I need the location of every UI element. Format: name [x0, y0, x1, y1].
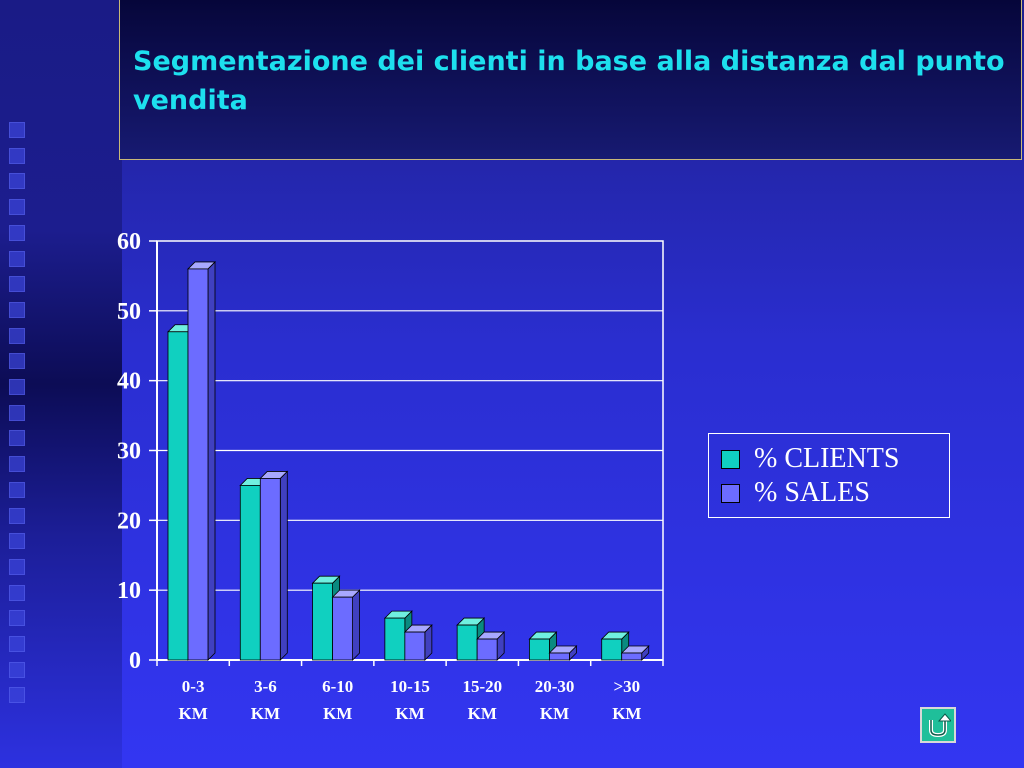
- bar-clients: [312, 582, 333, 661]
- x-category-unit: KM: [468, 704, 497, 723]
- bar-side-sales: [352, 589, 360, 661]
- decorative-square: [9, 456, 25, 473]
- decorative-square: [9, 610, 25, 627]
- decorative-square: [9, 481, 25, 498]
- decorative-square: [9, 404, 25, 421]
- x-category-label: 6-10: [322, 677, 353, 696]
- bar-sales: [332, 596, 353, 661]
- x-category-label: 15-20: [462, 677, 502, 696]
- decorative-square: [9, 301, 25, 318]
- y-tick-label: 30: [117, 439, 141, 465]
- bar-sales: [549, 652, 570, 661]
- bar-sales: [404, 631, 426, 661]
- bar-sales: [259, 478, 281, 661]
- x-category-label: 10-15: [390, 677, 430, 696]
- x-category-label: 20-30: [535, 677, 575, 696]
- decorative-square: [9, 327, 25, 344]
- decorative-square: [9, 430, 25, 447]
- bar-clients: [529, 638, 550, 661]
- legend-swatch-sales: [721, 483, 740, 503]
- y-tick-label: 0: [129, 648, 141, 674]
- decorative-strip: [0, 0, 122, 768]
- bar-side-sales: [207, 260, 216, 661]
- x-category-label: 0-3: [182, 677, 205, 696]
- decorative-square: [9, 147, 25, 164]
- y-tick-label: 20: [117, 508, 141, 534]
- x-category-unit: KM: [179, 704, 208, 723]
- bar-side-sales: [279, 470, 288, 661]
- decorative-square: [9, 507, 25, 524]
- bar-sales: [187, 268, 209, 661]
- x-category-label: 3-6: [254, 677, 277, 696]
- bar-clients: [456, 624, 478, 661]
- bar-sales: [476, 638, 498, 661]
- bar-clients: [384, 617, 406, 661]
- decorative-square: [9, 533, 25, 550]
- decorative-square: [9, 122, 25, 138]
- decorative-square: [9, 558, 25, 575]
- x-category-unit: KM: [540, 704, 569, 723]
- legend-item-sales: % SALES: [721, 478, 870, 508]
- decorative-square: [9, 199, 25, 216]
- x-category-unit: KM: [395, 704, 424, 723]
- chart-legend: % CLIENTS % SALES: [708, 433, 950, 518]
- page-title: Segmentazione dei clienti in base alla d…: [133, 46, 1005, 116]
- return-arrow-icon: [929, 713, 951, 738]
- bar-clients: [167, 331, 189, 661]
- legend-label-clients: % CLIENTS: [754, 443, 900, 474]
- bar-clients: [601, 638, 623, 661]
- decorative-square: [9, 584, 25, 601]
- legend-swatch-clients: [721, 449, 740, 469]
- decorative-square: [9, 687, 25, 704]
- decorative-square: [9, 636, 25, 652]
- return-button[interactable]: [920, 707, 956, 743]
- decorative-square: [9, 250, 25, 267]
- legend-label-sales: % SALES: [754, 477, 870, 508]
- decorative-square: [9, 661, 25, 678]
- y-tick-label: 40: [117, 369, 141, 395]
- bar-sales: [621, 652, 643, 661]
- decorative-square: [9, 379, 25, 395]
- decorative-square: [9, 276, 25, 293]
- decorative-square: [9, 224, 25, 241]
- x-category-unit: KM: [612, 704, 641, 723]
- legend-item-clients: % CLIENTS: [721, 444, 899, 474]
- bar-clients: [239, 485, 261, 661]
- decorative-square: [9, 173, 25, 190]
- y-tick-label: 60: [117, 229, 141, 255]
- decorative-square: [9, 353, 25, 370]
- y-tick-label: 50: [117, 299, 141, 325]
- x-category-label: >30: [614, 677, 641, 696]
- x-category-unit: KM: [251, 704, 280, 723]
- title-box: Segmentazione dei clienti in base alla d…: [119, 0, 1022, 160]
- y-tick-label: 10: [117, 578, 141, 604]
- x-category-unit: KM: [323, 704, 352, 723]
